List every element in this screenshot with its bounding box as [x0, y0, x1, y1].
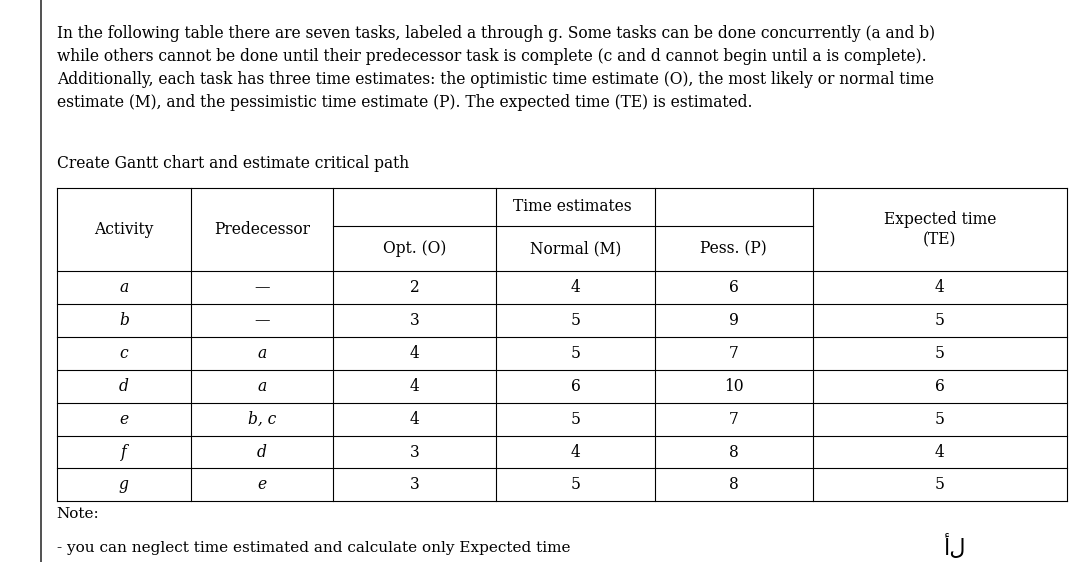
Text: a: a [257, 345, 266, 362]
Text: 3: 3 [410, 312, 419, 329]
Text: 5: 5 [935, 312, 945, 329]
Text: 5: 5 [935, 411, 945, 428]
Text: 4: 4 [571, 443, 580, 460]
Text: Predecessor: Predecessor [214, 221, 310, 238]
Text: Time estimates: Time estimates [514, 198, 632, 215]
Text: d: d [119, 378, 129, 395]
Text: Pess. (P): Pess. (P) [700, 240, 767, 257]
Text: Opt. (O): Opt. (O) [383, 240, 446, 257]
Text: 4: 4 [410, 345, 419, 362]
Text: —: — [254, 279, 269, 296]
Text: b: b [119, 312, 129, 329]
Text: 7: 7 [729, 345, 739, 362]
Text: 5: 5 [935, 345, 945, 362]
Text: 5: 5 [935, 477, 945, 493]
Text: 3: 3 [410, 477, 419, 493]
Text: 4: 4 [571, 279, 580, 296]
Text: 9: 9 [729, 312, 739, 329]
Text: 5: 5 [571, 345, 580, 362]
Text: —: — [254, 312, 269, 329]
Text: 6: 6 [571, 378, 580, 395]
Text: a: a [257, 378, 266, 395]
Text: 5: 5 [571, 477, 580, 493]
Text: 5: 5 [571, 312, 580, 329]
Text: 8: 8 [729, 443, 739, 460]
Text: 5: 5 [571, 411, 580, 428]
Text: 10: 10 [724, 378, 743, 395]
Text: 3: 3 [410, 443, 419, 460]
Text: Normal (M): Normal (M) [530, 240, 621, 257]
Text: 8: 8 [729, 477, 739, 493]
Text: 4: 4 [935, 279, 945, 296]
Text: Note:: Note: [57, 507, 99, 521]
Text: أل: أل [944, 534, 966, 559]
Text: d: d [256, 443, 267, 460]
Text: - you can neglect time estimated and calculate only Expected time: - you can neglect time estimated and cal… [57, 541, 571, 555]
Text: b, c: b, c [248, 411, 276, 428]
Text: 4: 4 [935, 443, 945, 460]
Text: a: a [119, 279, 129, 296]
Text: 2: 2 [410, 279, 419, 296]
Text: Expected time
(TE): Expected time (TE) [884, 211, 996, 248]
Text: 6: 6 [935, 378, 945, 395]
Text: e: e [257, 477, 266, 493]
Text: 4: 4 [410, 411, 419, 428]
Text: 7: 7 [729, 411, 739, 428]
Text: 4: 4 [410, 378, 419, 395]
Text: f: f [121, 443, 127, 460]
Text: c: c [120, 345, 128, 362]
Text: In the following table there are seven tasks, labeled a through g. Some tasks ca: In the following table there are seven t… [57, 25, 935, 111]
Text: e: e [119, 411, 129, 428]
Text: g: g [119, 477, 129, 493]
Text: Activity: Activity [94, 221, 154, 238]
Text: 6: 6 [729, 279, 739, 296]
Text: Create Gantt chart and estimate critical path: Create Gantt chart and estimate critical… [57, 155, 409, 171]
